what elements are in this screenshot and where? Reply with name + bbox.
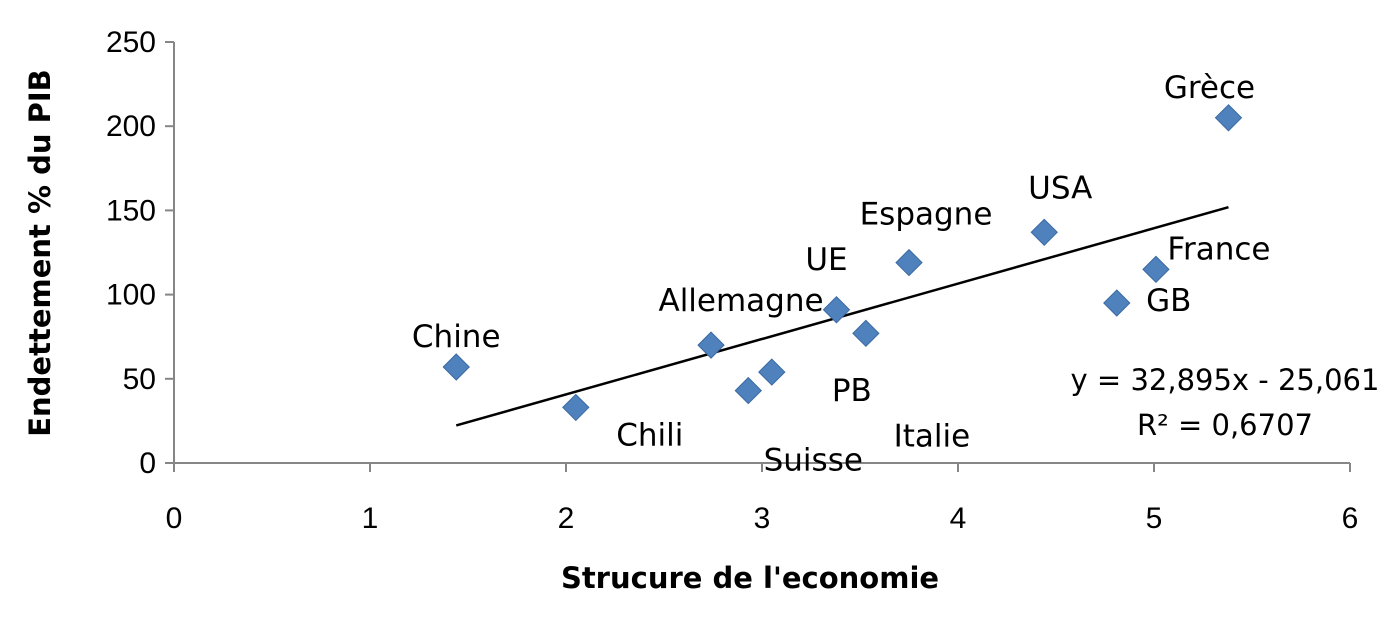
marker-pb	[758, 358, 786, 386]
markers-group	[442, 104, 1243, 422]
point-label-grèce: Grèce	[1164, 70, 1255, 106]
marker-france	[1142, 255, 1170, 284]
point-label-gb: GB	[1146, 283, 1191, 319]
point-label-ue: UE	[805, 242, 847, 278]
point-label-suisse: Suisse	[764, 443, 863, 479]
marker-grèce	[1214, 104, 1243, 132]
x-axis-title: Strucure de l'economie	[561, 561, 939, 595]
point-label-chine: Chine	[412, 319, 501, 355]
point-labels-group: Chine Chili Allemagne Suisse PB UE Italie Espag…	[412, 70, 1271, 479]
marker-suisse	[734, 376, 762, 405]
x-tick-label: 1	[362, 502, 379, 535]
marker-espagne	[895, 248, 923, 277]
marker-chili	[562, 393, 590, 422]
x-tick-label: 2	[558, 502, 575, 535]
marker-ue	[822, 296, 851, 324]
marker-gb	[1103, 289, 1131, 317]
x-tick-label: 6	[1342, 502, 1359, 535]
x-tick-label: 4	[950, 502, 967, 535]
x-tick-label: 5	[1146, 502, 1163, 535]
point-label-usa: USA	[1028, 170, 1092, 206]
y-axis-title: Endettement % du PIB	[23, 69, 57, 437]
y-tick-label: 200	[106, 110, 156, 143]
y-tick-label: 250	[106, 26, 156, 59]
y-tick-label: 100	[106, 279, 156, 312]
trendline-r-squared: R² = 0,6707	[1137, 408, 1313, 442]
point-label-pb: PB	[832, 373, 872, 409]
trendline-equation: y = 32,895x - 25,061	[1071, 363, 1380, 397]
marker-allemagne	[697, 331, 725, 359]
point-label-espagne: Espagne	[860, 197, 993, 233]
x-tick-label: 0	[166, 502, 183, 535]
axes: 0 50 100 150 200 250 0 1 2 3 4 5 6	[106, 26, 1358, 535]
point-label-allemagne: Allemagne	[658, 283, 823, 319]
x-tick-label: 3	[754, 502, 771, 535]
y-tick-label: 50	[123, 363, 156, 396]
point-label-chili: Chili	[616, 417, 683, 453]
marker-italie	[852, 319, 880, 348]
y-tick-label: 0	[139, 447, 156, 480]
marker-usa	[1030, 218, 1058, 246]
point-label-france: France	[1167, 231, 1270, 267]
point-label-italie: Italie	[894, 418, 971, 454]
marker-chine	[442, 353, 470, 381]
y-tick-label: 150	[106, 194, 156, 227]
